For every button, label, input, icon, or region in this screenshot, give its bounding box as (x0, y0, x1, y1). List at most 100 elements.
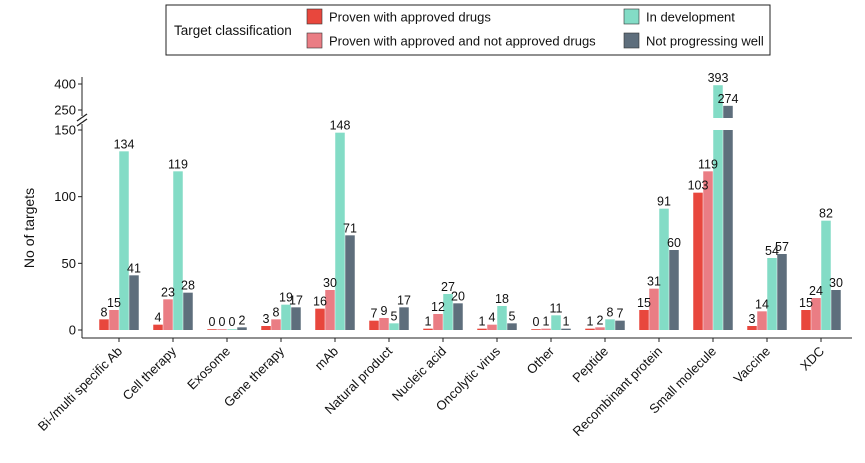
bar-not-progressing-well (615, 320, 625, 330)
y-tick-label: 100 (54, 189, 76, 204)
data-label: 2 (239, 313, 246, 327)
bar-proven-with-approved-and-not-approved-drugs (757, 311, 767, 330)
data-label: 8 (273, 305, 280, 319)
data-label: 3 (749, 312, 756, 326)
data-label: 1 (563, 315, 570, 329)
data-label: 15 (799, 296, 813, 310)
bar-not-progressing-well (453, 303, 463, 330)
y-tick-label: 400 (54, 77, 76, 92)
data-label: 7 (617, 307, 624, 321)
data-label: 30 (323, 276, 337, 290)
bar-proven-with-approved-and-not-approved-drugs (487, 324, 497, 330)
data-label: 0 (219, 315, 226, 329)
legend-swatch-not-progressing-well (623, 32, 640, 49)
data-label: 54 (765, 244, 779, 258)
data-label: 18 (495, 292, 509, 306)
bar-in-development (605, 319, 615, 330)
legend-entry-proven-with-approved-and-not-approved-drugs: Proven with approved and not approved dr… (329, 34, 596, 49)
bar-in-development (713, 130, 723, 330)
bar-proven-with-approved-drugs (585, 328, 595, 330)
data-label: 119 (698, 157, 718, 171)
bar-proven-with-approved-and-not-approved-drugs (217, 329, 227, 330)
bar-in-development (443, 294, 453, 330)
bar-not-progressing-well (345, 235, 355, 330)
bar-proven-with-approved-drugs (99, 319, 109, 330)
bar-proven-with-approved-drugs (477, 328, 487, 330)
data-label: 30 (829, 276, 843, 290)
bar-proven-with-approved-and-not-approved-drugs (595, 327, 605, 330)
bar-not-progressing-well (291, 307, 301, 330)
data-label: 28 (181, 279, 195, 293)
data-label: 71 (343, 221, 357, 235)
data-label: 2 (597, 313, 604, 327)
data-label: 9 (381, 304, 388, 318)
bar-proven-with-approved-and-not-approved-drugs (703, 171, 713, 330)
bar-proven-with-approved-drugs (639, 310, 649, 330)
x-tick-label: Other (524, 343, 558, 377)
data-label: 16 (313, 295, 327, 309)
x-tick-label: Cell therapy (119, 343, 179, 403)
data-label: 41 (127, 261, 141, 275)
data-label: 11 (550, 301, 563, 315)
y-tick-label: 50 (62, 256, 76, 271)
bar-proven-with-approved-drugs (315, 308, 325, 330)
data-label: 60 (667, 236, 681, 250)
data-label: 4 (489, 311, 496, 325)
bar-in-development (821, 220, 831, 330)
legend: Target classification Proven with approve… (165, 4, 771, 56)
bar-not-progressing-well (183, 292, 193, 330)
legend-swatch-proven-with-approved-drugs (306, 8, 323, 25)
data-label: 12 (431, 300, 445, 314)
data-label: 17 (289, 293, 303, 307)
legend-entry-not-progressing-well: Not progressing well (646, 34, 764, 49)
data-label: 31 (647, 275, 661, 289)
x-tick-label: Vaccine (730, 344, 773, 387)
bar-proven-with-approved-and-not-approved-drugs (271, 319, 281, 330)
axis-break-mark (76, 118, 88, 127)
y-axis-title: No of targets (21, 188, 37, 268)
x-tick-label: Bi-/multi specific Ab (35, 344, 125, 434)
bar-not-progressing-well (129, 275, 139, 330)
data-label: 1 (587, 315, 594, 329)
data-label: 119 (168, 157, 188, 171)
bar-in-development (119, 151, 129, 330)
data-label: 15 (107, 296, 121, 310)
bar-proven-with-approved-drugs (423, 328, 433, 330)
y-tick-label: 150 (54, 123, 76, 138)
data-label: 91 (657, 195, 671, 209)
bar-proven-with-approved-drugs (207, 329, 217, 330)
data-label: 27 (441, 280, 455, 294)
data-label: 0 (533, 315, 540, 329)
data-label: 7 (371, 307, 378, 321)
data-label: 1 (425, 315, 432, 329)
data-label: 8 (607, 305, 614, 319)
data-label: 5 (391, 309, 398, 323)
bar-not-progressing-well-upper (723, 105, 733, 118)
bar-not-progressing-well (831, 290, 841, 330)
bar-in-development (497, 306, 507, 330)
bar-not-progressing-well (399, 307, 409, 330)
y-tick-label: 0 (69, 323, 76, 338)
data-label: 4 (155, 311, 162, 325)
data-label: 1 (543, 315, 550, 329)
data-label: 103 (688, 179, 709, 193)
data-label: 23 (161, 285, 175, 299)
bar-proven-with-approved-drugs (531, 329, 541, 330)
x-tick-label: Exosome (184, 344, 233, 393)
data-label: 3 (263, 312, 270, 326)
x-tick-label: Recombinant protein (570, 344, 665, 439)
legend-entry-proven-with-approved-drugs: Proven with approved drugs (329, 10, 491, 25)
bar-proven-with-approved-drugs (801, 310, 811, 330)
y-tick-label: 250 (54, 103, 76, 118)
bar-not-progressing-well (723, 130, 733, 330)
bar-proven-with-approved-drugs (747, 326, 757, 330)
bar-not-progressing-well (669, 250, 679, 330)
legend-box (165, 4, 771, 56)
bar-proven-with-approved-and-not-approved-drugs (541, 328, 551, 330)
bar-proven-with-approved-drugs (369, 320, 379, 330)
bar-proven-with-approved-and-not-approved-drugs (325, 290, 335, 330)
bar-proven-with-approved-and-not-approved-drugs (109, 310, 119, 330)
data-label: 57 (775, 240, 789, 254)
bar-not-progressing-well (507, 323, 517, 330)
